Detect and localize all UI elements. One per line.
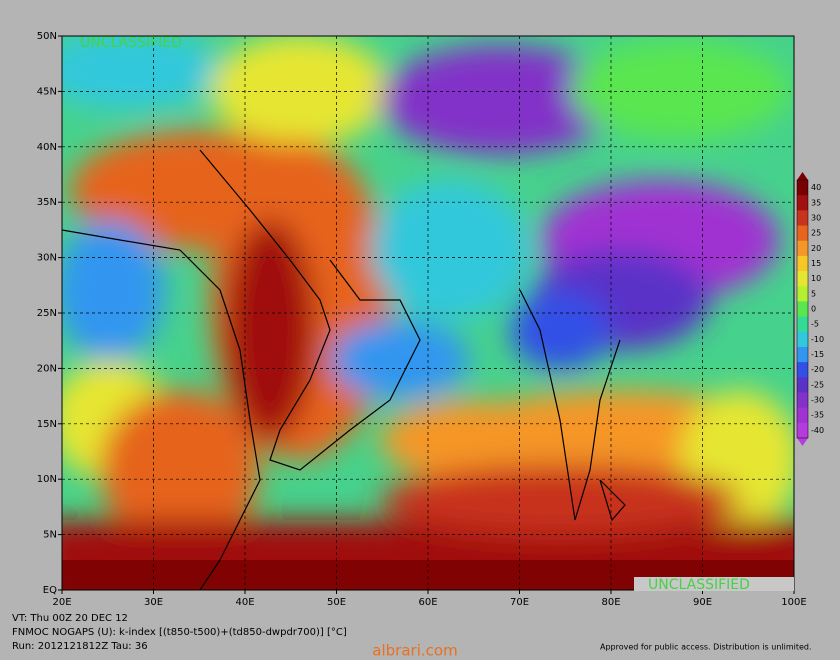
colorbar-swatch [797, 225, 808, 242]
lon-label: 50E [327, 597, 346, 608]
colorbar-label: -5 [811, 320, 819, 329]
colorbar-swatch [797, 377, 808, 393]
lat-label: 45N [37, 86, 57, 97]
lon-label: 80E [601, 597, 620, 608]
lat-label: 15N [37, 419, 57, 430]
colorbar-label: -10 [811, 335, 824, 344]
lat-label: 35N [37, 197, 57, 208]
colorbar-label: 0 [811, 305, 816, 314]
colorbar-label: -15 [811, 350, 824, 359]
lat-label: EQ [43, 585, 57, 596]
colorbar-label: 5 [811, 289, 816, 298]
lat-label: 30N [37, 253, 57, 264]
colorbar-label: 15 [811, 259, 821, 268]
colorbar-label: -35 [811, 411, 824, 420]
lon-label: 30E [144, 597, 163, 608]
colorbar-label: -20 [811, 365, 824, 374]
colorbar-frame [796, 179, 809, 439]
lon-label: 40E [235, 597, 254, 608]
lon-label: 70E [510, 597, 529, 608]
classification-banner: UNCLASSIFIED [80, 35, 182, 51]
lat-label: 10N [37, 474, 57, 485]
run-info: Run: 2012121812Z Tau: 36 [12, 641, 148, 652]
colorbar-cap [797, 172, 808, 180]
classification-banner: UNCLASSIFIED [648, 577, 750, 593]
colorbar-swatch [797, 316, 808, 333]
k-index-field [62, 36, 794, 590]
colorbar: 40 35 30 25 20 15 10 5 0 -5 -10 -15 -20 -25 -30 -35 -40 [796, 172, 824, 446]
colorbar-label: 30 [811, 213, 821, 222]
colorbar-swatch [797, 271, 808, 287]
colorbar-swatch [797, 362, 808, 378]
colorbar-swatch [797, 331, 808, 348]
lat-label: 20N [37, 363, 57, 374]
approval-note: Approved for public access. Distribution… [600, 643, 812, 652]
lat-label: 50N [37, 31, 57, 42]
colorbar-label: 25 [811, 229, 821, 238]
lon-label: 20E [52, 597, 71, 608]
lon-label: 60E [418, 597, 437, 608]
lat-label: 5N [43, 530, 57, 541]
colorbar-label: 10 [811, 274, 821, 283]
colorbar-label: 20 [811, 244, 821, 253]
colorbar-cap [797, 438, 808, 446]
colorbar-swatch [797, 392, 808, 409]
valid-time: VT: Thu 00Z 20 DEC 12 [12, 613, 128, 624]
colorbar-swatch [797, 286, 808, 302]
colorbar-swatch [797, 195, 808, 211]
colorbar-swatch [797, 255, 808, 272]
colorbar-swatch [797, 301, 808, 318]
lon-label: 100E [781, 597, 806, 608]
colorbar-swatch [797, 422, 808, 439]
colorbar-swatch [797, 346, 808, 363]
lat-label: 25N [37, 308, 57, 319]
colorbar-label: -30 [811, 396, 824, 405]
colorbar-swatch [797, 180, 808, 196]
lat-label: 40N [37, 142, 57, 153]
colorbar-swatch [797, 407, 808, 424]
banner-box [634, 577, 794, 591]
colorbar-swatch [797, 240, 808, 257]
watermark: albrari.com [372, 642, 457, 660]
colorbar-swatch [797, 210, 808, 227]
lon-label: 90E [693, 597, 712, 608]
model-info: FNMOC NOGAPS (U): k-index [(t850-t500)+(… [12, 627, 347, 638]
colorbar-label: -25 [811, 380, 824, 389]
colorbar-label: 40 [811, 183, 821, 192]
colorbar-label: 35 [811, 198, 821, 207]
colorbar-label: -40 [811, 426, 824, 435]
